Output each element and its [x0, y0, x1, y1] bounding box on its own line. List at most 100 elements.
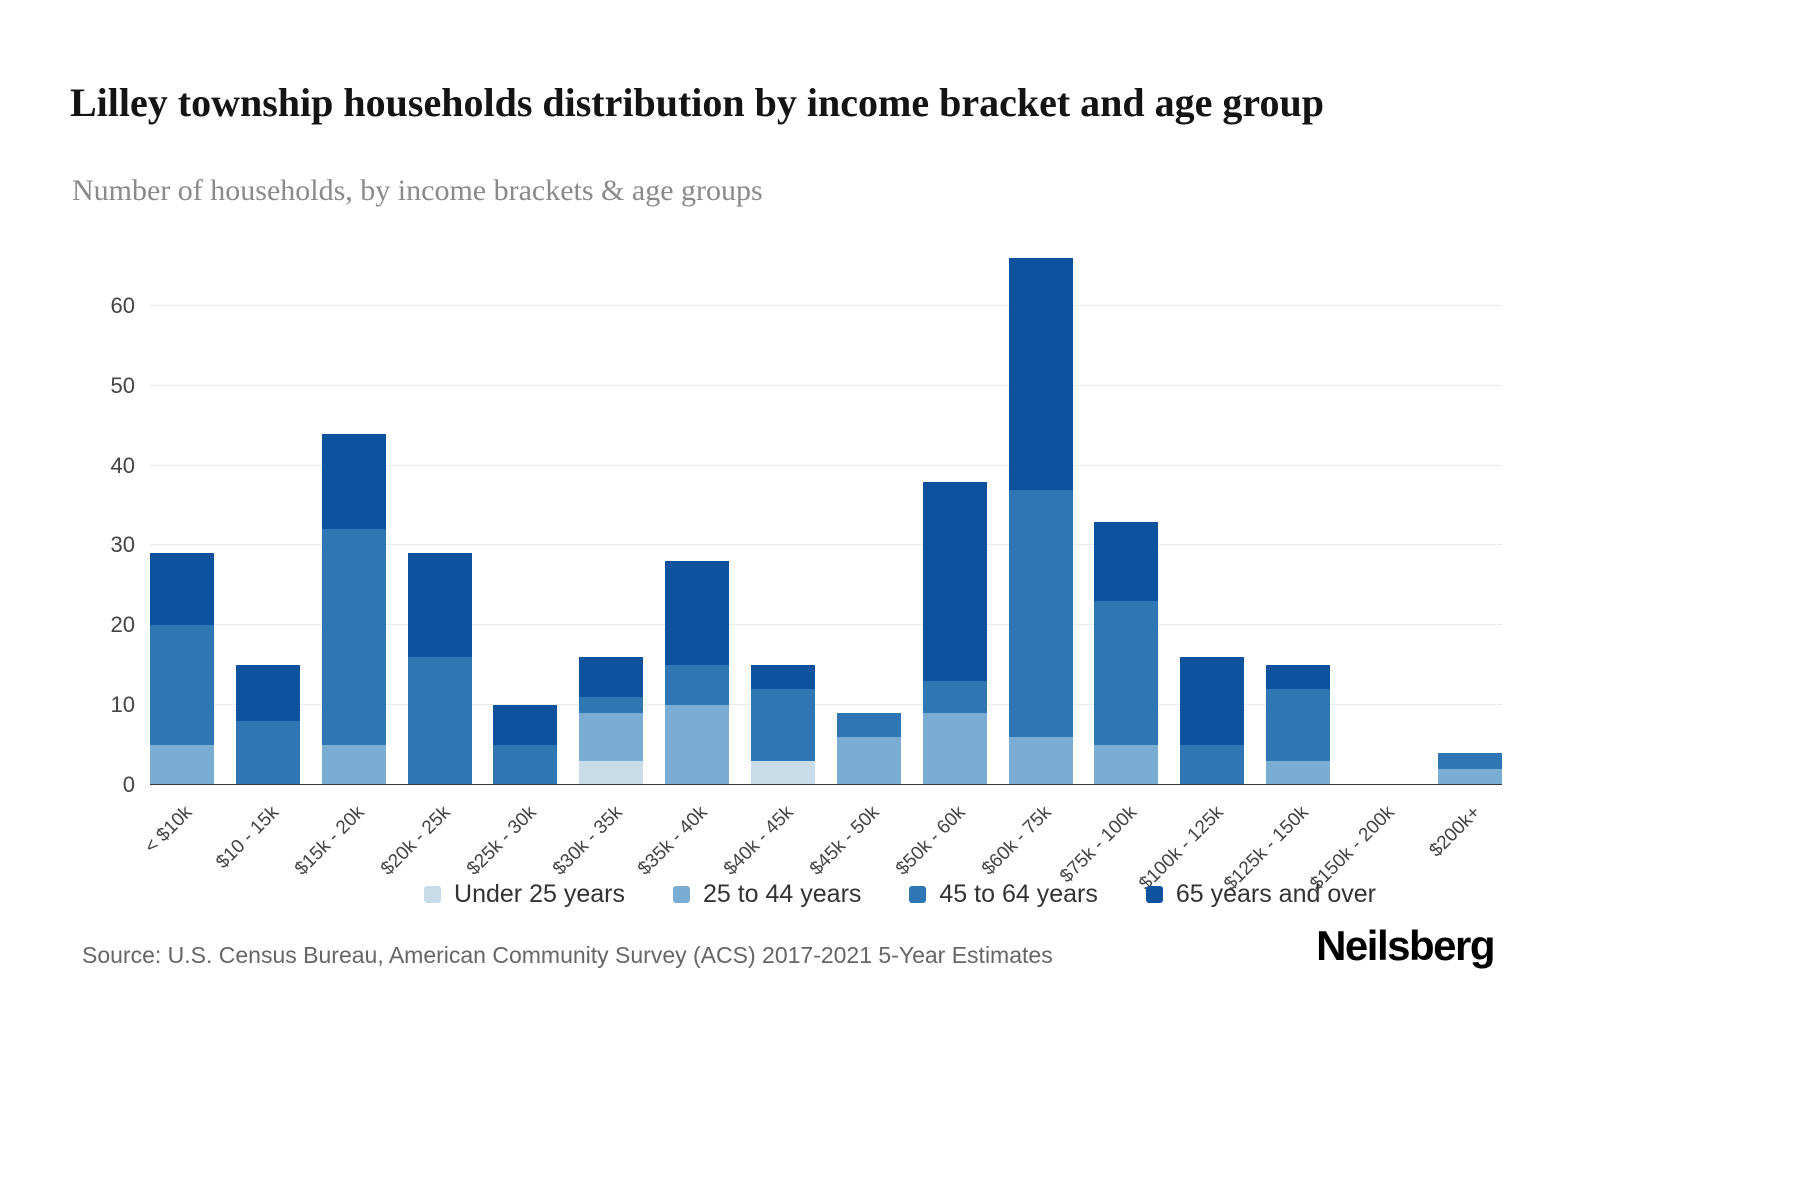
bar-segment: [150, 625, 214, 746]
bar-segment: [493, 745, 558, 785]
bar-segment: [1180, 745, 1245, 785]
chart-title: Lilley township households distribution …: [70, 79, 1324, 125]
x-tick-label: $30k - 35k: [548, 802, 627, 880]
x-tick-label: $75k - 100k: [1056, 802, 1142, 888]
bar-segment: [751, 689, 816, 762]
y-tick-label: 50: [110, 372, 135, 398]
bar-segment: [579, 713, 644, 762]
plot-area: [150, 250, 1502, 785]
bar-segment: [579, 697, 644, 714]
y-tick-label: 20: [110, 612, 135, 638]
bar-segment: [407, 553, 472, 658]
bar-segment: [751, 665, 816, 690]
chart-subtitle: Number of households, by income brackets…: [72, 174, 763, 207]
gridline: [150, 384, 1502, 386]
bar-segment: [1008, 258, 1073, 490]
bar: [1180, 657, 1245, 785]
source-text: Source: U.S. Census Bureau, American Com…: [82, 942, 1053, 968]
bar-segment: [579, 657, 644, 698]
bar-segment: [836, 713, 901, 738]
legend-label: 25 to 44 years: [702, 880, 862, 908]
legend-swatch: [424, 886, 442, 903]
x-tick-label: $200k+: [1425, 802, 1485, 862]
legend-swatch: [909, 886, 927, 903]
y-tick-label: 60: [110, 292, 135, 318]
y-axis-labels: 0 10 20 30 40 50 60: [55, 250, 135, 797]
x-tick-label: $35k - 40k: [634, 802, 713, 880]
bar-segment: [1266, 665, 1331, 690]
bar: [665, 561, 730, 785]
bar-segment: [150, 553, 214, 626]
bar-segment: [922, 713, 987, 785]
bar: [1094, 521, 1159, 785]
x-tick-label: $50k - 60k: [892, 802, 970, 880]
bar-segment: [1266, 689, 1331, 762]
x-tick-label: $45k - 50k: [806, 802, 884, 880]
bar-segment: [1094, 745, 1159, 785]
x-tick-label: $15k - 20k: [290, 802, 369, 880]
legend-label: 65 years and over: [1175, 880, 1376, 908]
gridline: [150, 624, 1502, 626]
bar-segment: [1266, 761, 1331, 785]
bar-segment: [751, 761, 816, 785]
legend-swatch: [672, 886, 690, 903]
bar: [751, 665, 816, 785]
bar-segment: [1437, 769, 1502, 785]
gridline: [150, 704, 1502, 706]
bar-segment: [1437, 753, 1502, 770]
bar-segment: [150, 745, 214, 785]
bar: [235, 665, 300, 785]
bar-segment: [1008, 737, 1073, 785]
x-tick-label: $25k - 30k: [462, 802, 541, 880]
legend: Under 25 years 25 to 44 years 45 to 64 yea…: [0, 880, 1800, 909]
bar: [150, 553, 214, 785]
bar-segment: [922, 681, 987, 714]
neilsberg-logo: Neilsberg: [1316, 922, 1495, 969]
x-tick-label: $40k - 45k: [720, 802, 798, 880]
bar-segment: [1094, 601, 1159, 746]
bar-segment: [321, 433, 386, 530]
y-tick-label: 30: [110, 532, 135, 558]
x-tick-label: $10 - 15k: [211, 802, 283, 873]
bar-segment: [493, 705, 558, 746]
bar: [493, 705, 558, 785]
legend-label: Under 25 years: [454, 880, 625, 908]
y-tick-label: 40: [110, 452, 135, 478]
bar-segment: [579, 761, 644, 785]
gridline: [150, 464, 1502, 466]
bar-segment: [1180, 657, 1245, 746]
bar-segment: [922, 481, 987, 682]
bar: [321, 433, 386, 785]
y-tick-label: 0: [122, 772, 135, 797]
bar-segment: [836, 737, 901, 785]
x-axis-line: [150, 784, 1502, 785]
bar: [579, 657, 644, 785]
bar-segment: [665, 705, 730, 785]
bar-segment: [321, 529, 386, 746]
bar-segment: [321, 745, 386, 785]
bar-segment: [1008, 489, 1073, 738]
legend-item: 25 to 44 years: [672, 880, 862, 909]
gridline: [150, 304, 1502, 306]
legend-item: 45 to 64 years: [909, 880, 1098, 909]
legend-item: Under 25 years: [424, 880, 625, 909]
bar: [836, 713, 901, 785]
bar: [1266, 665, 1331, 785]
gridline: [150, 544, 1502, 546]
bars: [150, 250, 1502, 785]
legend-swatch: [1145, 886, 1163, 903]
bar: [1008, 258, 1073, 785]
gridlines: [150, 250, 1502, 785]
bar-segment: [1094, 521, 1159, 602]
bar-segment: [665, 665, 730, 706]
bar: [1437, 753, 1502, 785]
x-tick-label: < $10k: [141, 802, 197, 858]
bar: [407, 553, 472, 785]
bar: [922, 481, 987, 785]
bar-segment: [235, 721, 300, 785]
bar-segment: [407, 657, 472, 785]
legend-label: 45 to 64 years: [939, 880, 1098, 908]
legend-item: 65 years and over: [1145, 880, 1376, 909]
x-tick-label: $60k - 75k: [977, 802, 1056, 880]
x-tick-label: $20k - 25k: [376, 802, 455, 880]
